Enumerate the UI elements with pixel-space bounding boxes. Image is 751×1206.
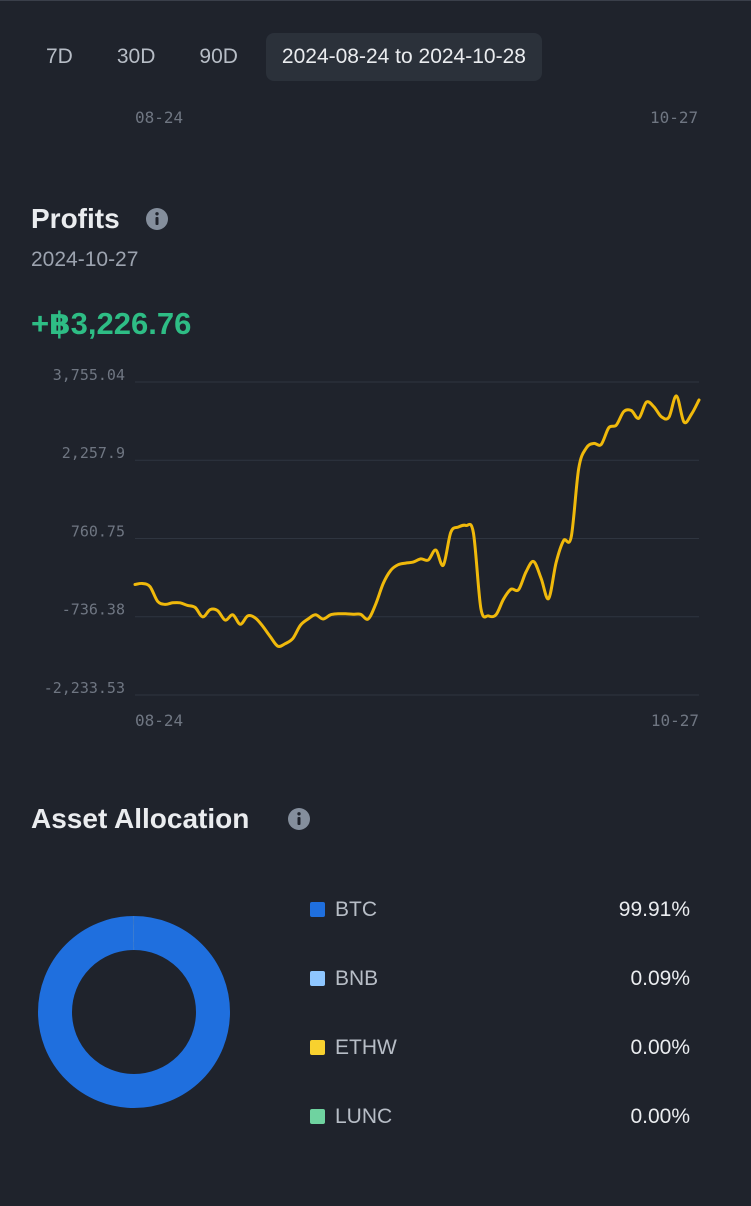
range-axis-start: 08-24	[135, 108, 184, 127]
ethw-swatch	[310, 1040, 325, 1055]
asset-allocation-title: Asset Allocation	[31, 803, 250, 834]
time-range-tabs: 7D 30D 90D 2024-08-24 to 2024-10-28	[30, 33, 554, 81]
profits-value: +฿3,226.76	[31, 306, 192, 341]
chart-y-tick-label: -2,233.53	[44, 679, 125, 697]
range-axis-end: 10-27	[650, 108, 699, 127]
asset-allocation-info-icon[interactable]	[287, 807, 311, 831]
legend-item-btc: BTC 99.91%	[310, 890, 690, 959]
chart-y-tick-label: 2,257.9	[62, 444, 125, 462]
chart-y-tick-label: 760.75	[71, 523, 125, 541]
profits-title: Profits	[31, 203, 120, 234]
chart-y-tick-label: -736.38	[62, 601, 125, 619]
legend-name: LUNC	[335, 1105, 393, 1128]
legend-name: BNB	[335, 967, 379, 990]
legend-name: BTC	[335, 898, 377, 921]
legend-item-lunc: LUNC 0.00%	[310, 1097, 690, 1166]
lunc-swatch	[310, 1109, 325, 1124]
allocation-donut-chart	[38, 916, 230, 1108]
legend-percent: 0.00%	[630, 1105, 690, 1128]
chart-x-label-end: 10-27	[651, 711, 699, 730]
bnb-swatch	[310, 971, 325, 986]
legend-item-bnb: BNB 0.09%	[310, 959, 690, 1028]
legend-name: ETHW	[335, 1036, 397, 1059]
profits-chart: 3,755.04 2,257.9 760.75 -736.38 -2,233.53 08…	[44, 366, 701, 730]
allocation-legend: BTC 99.91% BNB 0.09% ETHW 0.00% LUNC 0.0…	[310, 890, 690, 1166]
top-border	[0, 0, 751, 1]
chart-series-line	[133, 394, 701, 648]
chart-y-labels: 3,755.04 2,257.9 760.75 -736.38 -2,233.53	[44, 366, 125, 697]
legend-percent: 0.09%	[630, 967, 690, 990]
tab-90d[interactable]: 90D	[199, 45, 238, 68]
legend-percent: 99.91%	[618, 898, 690, 921]
btc-swatch	[310, 902, 325, 917]
tab-custom-range[interactable]: 2024-08-24 to 2024-10-28	[265, 33, 542, 81]
profits-date: 2024-10-27	[31, 248, 139, 271]
chart-grid	[135, 381, 699, 696]
tab-30d[interactable]: 30D	[116, 45, 156, 68]
profits-info-icon[interactable]	[145, 207, 169, 231]
tab-7d[interactable]: 7D	[46, 45, 73, 68]
legend-percent: 0.00%	[630, 1036, 690, 1059]
legend-item-ethw: ETHW 0.00%	[310, 1028, 690, 1097]
donut-slice-btc	[38, 916, 230, 1108]
chart-y-tick-label: 3,755.04	[53, 366, 125, 384]
chart-x-label-start: 08-24	[135, 711, 183, 730]
